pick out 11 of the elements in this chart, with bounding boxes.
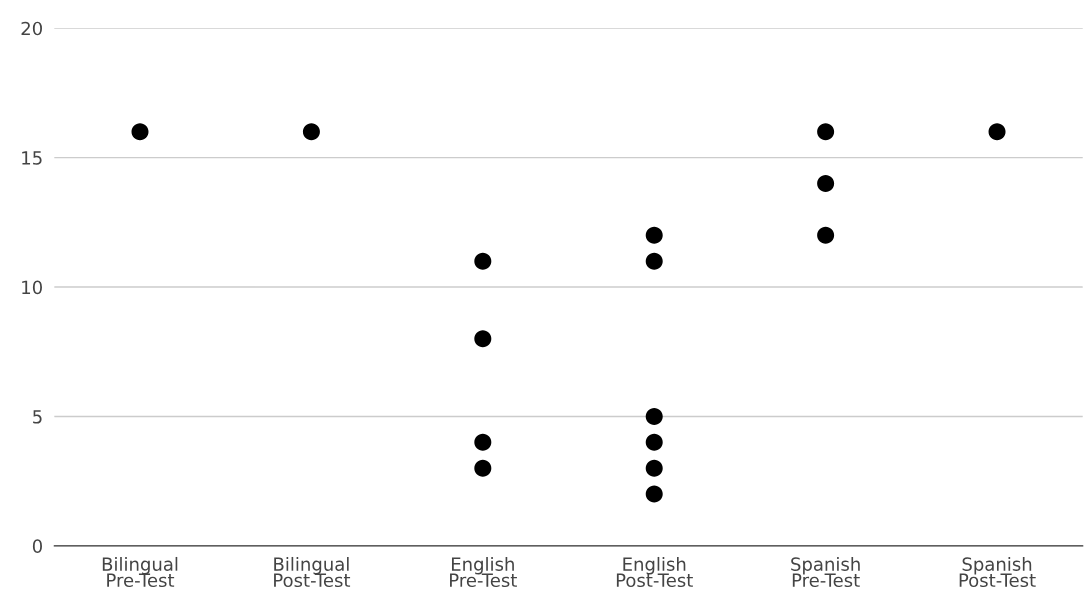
x-tick-label: Spanish Pre-Test: [791, 556, 860, 588]
y-tick-label: 15: [22, 151, 42, 165]
x-tick-label: English Post-Test: [616, 556, 693, 588]
x-tick-label: English Pre-Test: [450, 556, 517, 588]
y-tick-label: 10: [22, 280, 42, 295]
y-tick-label: 5: [33, 410, 42, 424]
x-tick-label: Bilingual Pre-Test: [102, 556, 178, 588]
x-tick-label: Spanish Post-Test: [959, 556, 1036, 588]
x-tick-label: Bilingual Post-Test: [274, 556, 351, 588]
y-tick-label: 20: [21, 21, 42, 36]
y-tick-label: 0: [32, 539, 42, 553]
